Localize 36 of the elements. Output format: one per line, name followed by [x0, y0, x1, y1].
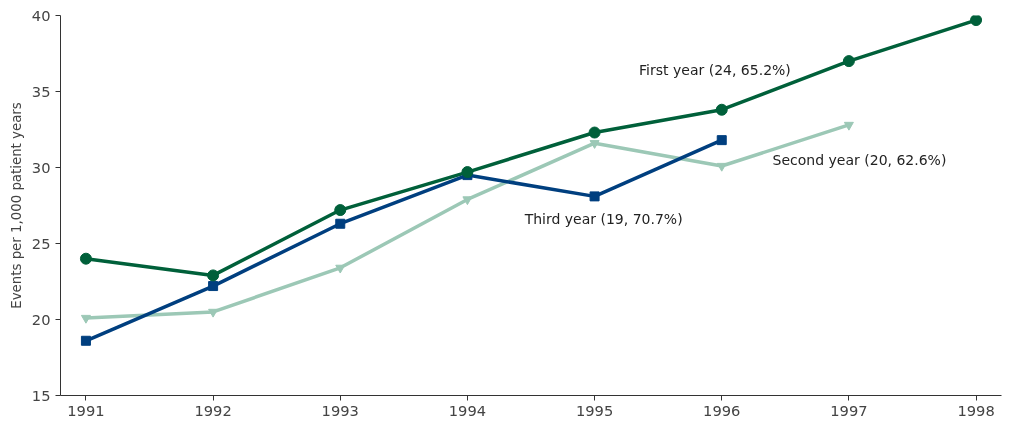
point: [208, 281, 219, 292]
point: [79, 252, 92, 265]
y-tick-label: 35: [31, 82, 51, 100]
x-tick-label: 1993: [321, 401, 359, 419]
point: [80, 335, 91, 346]
point: [716, 135, 727, 146]
point: [207, 269, 220, 282]
series-label: Second year (20, 62.6%): [772, 151, 947, 168]
x-tick-label: 1994: [448, 401, 487, 419]
y-axis-title: Events per 1,000 patient years: [8, 102, 24, 309]
y-tick-label: 25: [31, 234, 51, 252]
series-label: Third year (19, 70.7%): [523, 210, 683, 227]
x-tick-label: 1992: [194, 401, 232, 419]
point: [461, 166, 474, 179]
x-tick-label: 1998: [957, 401, 995, 419]
series-label: First year (24, 65.2%): [639, 61, 791, 78]
x-tick-label: 1997: [830, 401, 868, 419]
point: [589, 140, 600, 149]
x-tick-label: 1991: [67, 401, 105, 419]
point: [716, 162, 727, 172]
point: [335, 218, 346, 229]
point: [334, 204, 347, 217]
y-tick-label: 30: [31, 158, 51, 176]
point: [843, 121, 854, 131]
point: [80, 314, 91, 324]
y-tick-label: 15: [31, 386, 51, 404]
point: [588, 126, 601, 139]
point: [970, 15, 983, 27]
point: [208, 308, 219, 318]
y-tick-label: 20: [31, 310, 51, 328]
y-tick-label: 40: [31, 6, 51, 24]
point: [715, 103, 728, 116]
point: [589, 191, 600, 202]
x-tick-label: 1996: [703, 401, 741, 419]
x-tick-label: 1995: [575, 401, 614, 419]
point: [842, 55, 855, 68]
